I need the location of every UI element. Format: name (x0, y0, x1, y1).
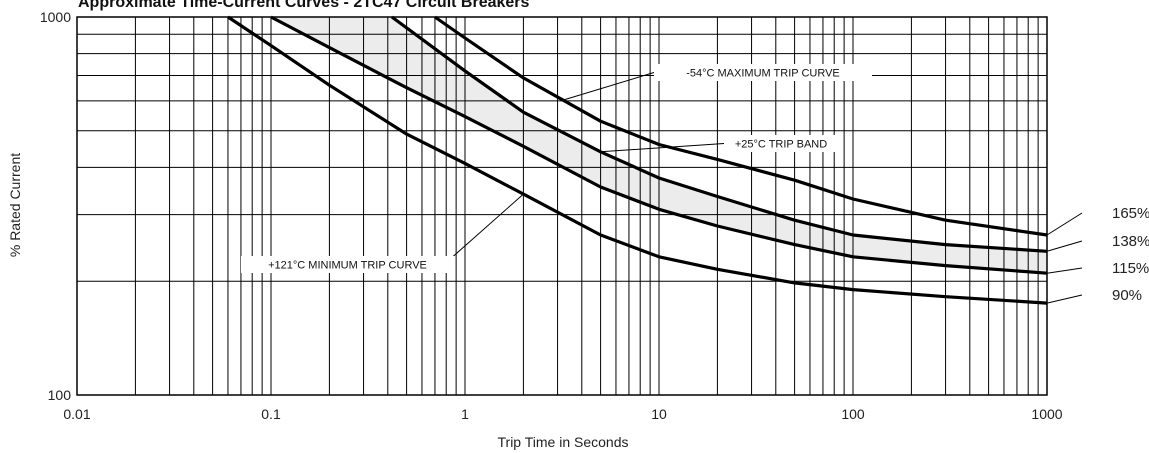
series-label: 138% (1112, 233, 1149, 250)
series-label: 115% (1112, 260, 1149, 277)
chart-title: Approximate Time-Current Curves - 2TC47 … (78, 0, 530, 11)
series-label: 165% (1112, 205, 1149, 222)
x-tick-label: 1000 (1031, 406, 1062, 422)
annotation-leader-line (562, 72, 655, 101)
x-tick-label: 10 (651, 406, 667, 422)
x-tick-label: 0.01 (63, 406, 90, 422)
annotation-label: +25°C TRIP BAND (735, 139, 827, 151)
plot-frame (76, 16, 1048, 396)
x-tick-label: 0.1 (261, 406, 281, 422)
trip-curve-115pct (270, 15, 1048, 275)
annotation-label: -54°C MAXIMUM TRIP CURVE (686, 68, 840, 80)
x-tick-label: 1 (461, 406, 469, 422)
series-leader-line (1046, 267, 1083, 274)
series-label: 90% (1112, 287, 1142, 304)
trip-curve-90pct (227, 15, 1048, 305)
y-tick-label: 1000 (40, 9, 71, 25)
x-tick-label: 100 (841, 406, 865, 422)
annotation-box (654, 64, 872, 81)
annotation-leader-line (443, 193, 524, 265)
trip-curve-165pct (433, 15, 1048, 237)
annotation-box (724, 135, 838, 152)
annotation-box (241, 256, 454, 273)
annotation-label: +121°C MINIMUM TRIP CURVE (268, 260, 427, 272)
series-leader-line (1046, 294, 1083, 304)
x-axis-label: Trip Time in Seconds (498, 434, 629, 450)
series-leader-line (1046, 240, 1083, 252)
y-tick-label: 100 (48, 387, 72, 403)
annotation-leader-line (600, 143, 725, 153)
series-leader-line (1046, 212, 1083, 236)
y-axis-label: % Rated Current (7, 153, 23, 257)
trip-curve-138pct (390, 15, 1048, 253)
